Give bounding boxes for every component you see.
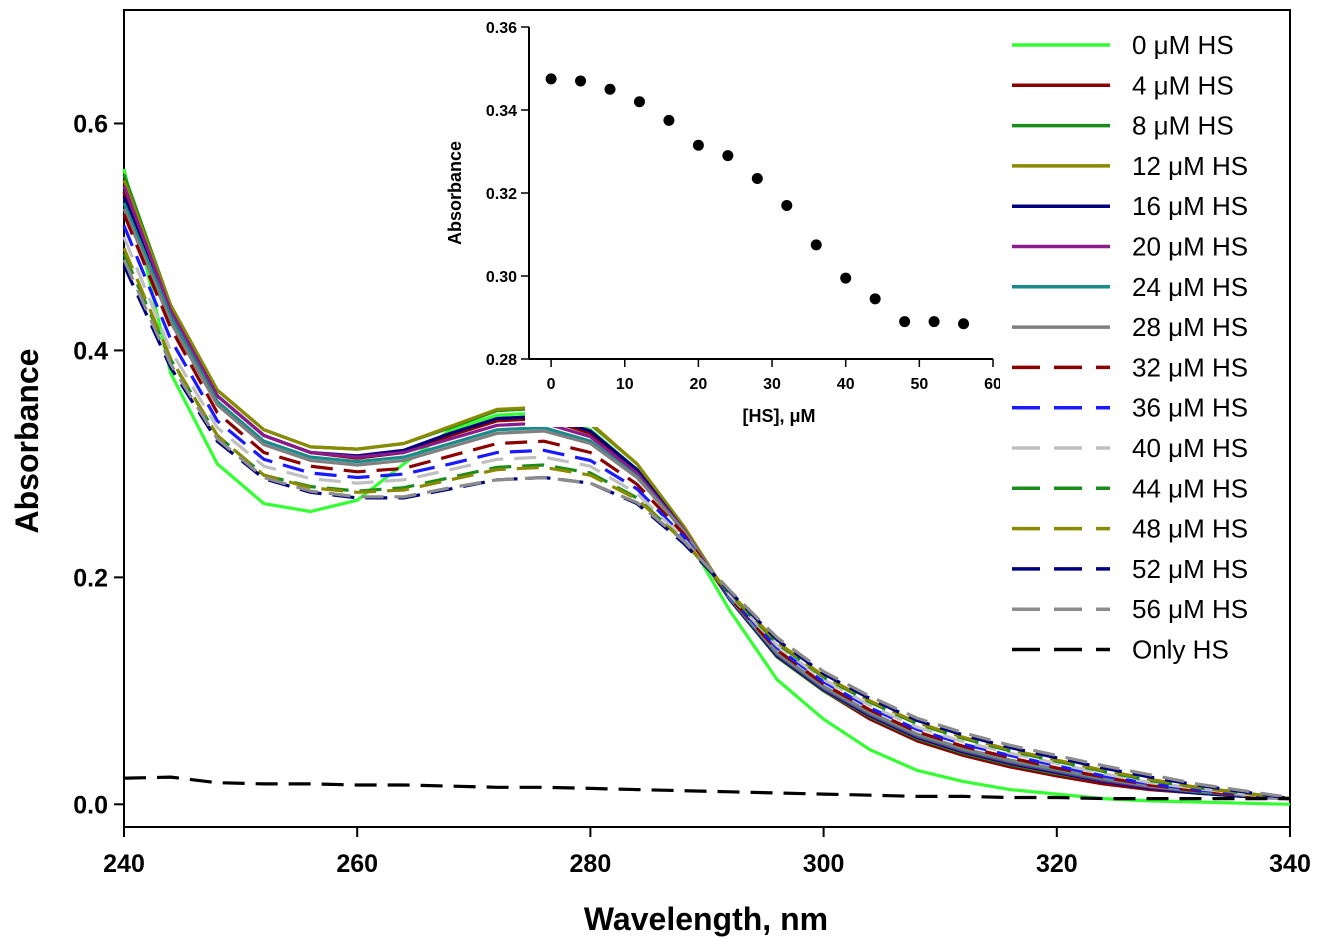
inset-plot: 0 10 20 30 40 50 60 0.28 0.30 0.32 0.34 0.36 bbox=[486, 15, 1002, 427]
x-tick-label: 240 bbox=[103, 850, 145, 878]
legend-label: 28 μM HS bbox=[1132, 312, 1248, 342]
legend-label: 0 μM HS bbox=[1132, 30, 1234, 60]
legend-item: 44 μM HS bbox=[1012, 473, 1248, 503]
legend-item: 32 μM HS bbox=[1012, 352, 1248, 382]
x-tick-label: 340 bbox=[1269, 850, 1311, 878]
legend-item: 24 μM HS bbox=[1012, 272, 1248, 302]
inset-x-tick-label: 50 bbox=[910, 376, 928, 393]
legend-label: 56 μM HS bbox=[1132, 594, 1248, 624]
legend-background bbox=[1000, 28, 1288, 668]
inset-y-tick-label: 0.28 bbox=[486, 352, 517, 369]
legend-item: Only HS bbox=[1012, 635, 1229, 665]
legend-label: 16 μM HS bbox=[1132, 191, 1248, 221]
legend-item: 12 μM HS bbox=[1012, 151, 1248, 181]
inset-x-tick-label: 40 bbox=[837, 376, 855, 393]
legend-label: 44 μM HS bbox=[1132, 473, 1248, 503]
legend-label: 52 μM HS bbox=[1132, 554, 1248, 584]
x-axis-title: Wavelength, nm bbox=[584, 901, 828, 937]
inset-y-tick-label: 0.36 bbox=[486, 20, 517, 37]
inset-y-tick-label: 0.32 bbox=[486, 186, 517, 203]
y-tick-label: 0.0 bbox=[73, 791, 108, 819]
legend-item: 4 μM HS bbox=[1012, 70, 1234, 100]
legend-label: 4 μM HS bbox=[1132, 70, 1234, 100]
inset-data-point bbox=[692, 139, 704, 151]
inset-data-point bbox=[575, 75, 587, 87]
inset-data-point bbox=[545, 73, 557, 85]
inset-data-point bbox=[604, 83, 616, 95]
y-axis-title: Absorbance bbox=[9, 349, 45, 534]
inset-data-point bbox=[781, 199, 793, 211]
legend-item: 8 μM HS bbox=[1012, 111, 1234, 141]
legend: 0 μM HS 4 μM HS 8 μM HS 12 μM HS 16 μM HS 20 … bbox=[1000, 28, 1288, 668]
x-tick-label: 260 bbox=[336, 850, 378, 878]
inset-x-axis-title: [HS], μM bbox=[742, 406, 815, 426]
inset-x-tick-label: 10 bbox=[616, 376, 634, 393]
inset-data-point bbox=[633, 96, 645, 108]
series-line-15 bbox=[123, 775, 1290, 801]
inset-data-point bbox=[899, 316, 911, 328]
inset-x-tick-label: 20 bbox=[689, 376, 707, 393]
legend-label: 36 μM HS bbox=[1132, 393, 1248, 423]
legend-item: 56 μM HS bbox=[1012, 594, 1248, 624]
legend-item: 52 μM HS bbox=[1012, 554, 1248, 584]
legend-item: 16 μM HS bbox=[1012, 191, 1248, 221]
inset-data-point bbox=[958, 318, 970, 330]
inset-x-tick-label: 60 bbox=[984, 376, 1002, 393]
legend-item: 20 μM HS bbox=[1012, 232, 1248, 262]
legend-label: 48 μM HS bbox=[1132, 514, 1248, 544]
inset-data-point bbox=[810, 239, 822, 251]
inset-data-point bbox=[663, 114, 675, 126]
legend-item: 48 μM HS bbox=[1012, 514, 1248, 544]
inset-data-point bbox=[840, 272, 852, 284]
inset-data-point bbox=[869, 293, 881, 305]
plot-frame bbox=[123, 9, 1291, 828]
inset-x-tick-label: 30 bbox=[763, 376, 781, 393]
inset-background bbox=[525, 15, 1001, 427]
legend-item: 28 μM HS bbox=[1012, 312, 1248, 342]
legend-label: 12 μM HS bbox=[1132, 151, 1248, 181]
inset-data-point bbox=[751, 172, 763, 184]
series-line-12 bbox=[122, 247, 1291, 801]
x-tick-label: 280 bbox=[570, 850, 612, 878]
legend-label: 32 μM HS bbox=[1132, 352, 1248, 382]
legend-item: 0 μM HS bbox=[1012, 30, 1234, 60]
legend-label: 40 μM HS bbox=[1132, 433, 1248, 463]
inset-y-tick-label: 0.30 bbox=[486, 269, 517, 286]
x-tick-label: 320 bbox=[1036, 850, 1078, 878]
inset-y-tick-label: 0.34 bbox=[486, 103, 517, 120]
y-tick-label: 0.4 bbox=[73, 337, 108, 365]
legend-label: 24 μM HS bbox=[1132, 272, 1248, 302]
y-tick-label: 0.6 bbox=[73, 110, 108, 138]
legend-label: 8 μM HS bbox=[1132, 111, 1234, 141]
legend-label: Only HS bbox=[1132, 635, 1229, 665]
y-tick-label: 0.2 bbox=[73, 564, 108, 592]
inset-data-point bbox=[722, 150, 734, 162]
legend-item: 36 μM HS bbox=[1012, 393, 1248, 423]
x-tick-label: 300 bbox=[803, 850, 845, 878]
inset-x-tick-label: 0 bbox=[547, 376, 556, 393]
series-line-14 bbox=[122, 258, 1291, 800]
inset-data-point bbox=[928, 316, 940, 328]
legend-label: 20 μM HS bbox=[1132, 232, 1248, 262]
inset-y-axis-title: Absorbance bbox=[445, 141, 465, 245]
legend-item: 40 μM HS bbox=[1012, 433, 1248, 463]
